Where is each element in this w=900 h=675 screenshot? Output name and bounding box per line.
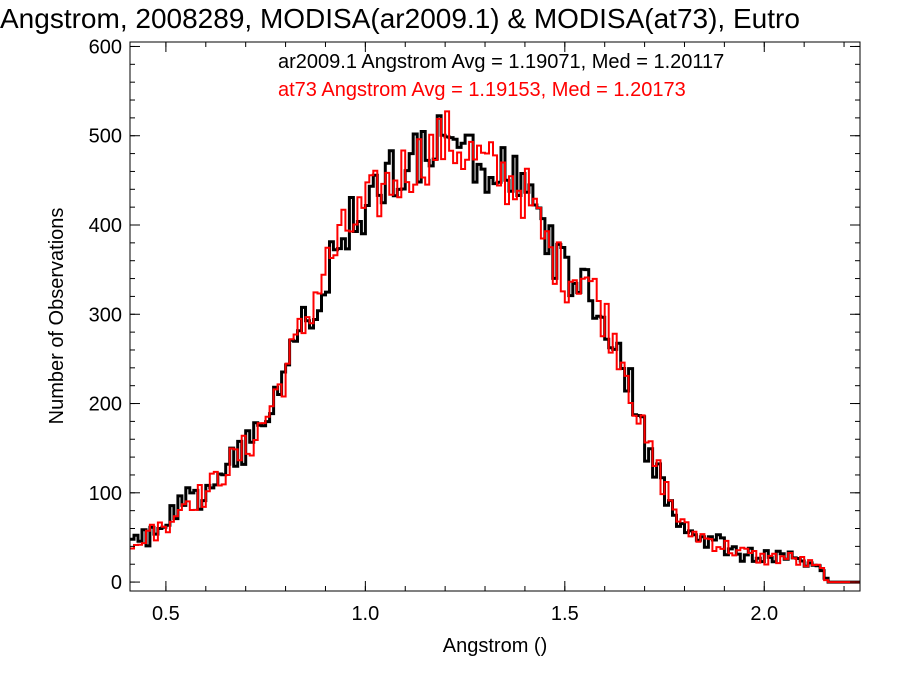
y-tick-label: 400 (89, 215, 122, 237)
x-tick-label: 1.0 (351, 603, 379, 625)
x-tick-label: 1.5 (551, 603, 579, 625)
plot-area (130, 110, 860, 584)
series-ar2009.1-line (130, 114, 860, 584)
x-tick-label: 0.5 (152, 603, 180, 625)
legend-entry-at73: at73 Angstrom Avg = 1.19153, Med = 1.201… (278, 79, 686, 101)
y-tick-label: 600 (89, 36, 122, 58)
y-tick-label: 200 (89, 394, 122, 416)
y-tick-label: 500 (89, 126, 122, 148)
plot-frame (129, 41, 861, 592)
series-at73-line (130, 110, 860, 584)
x-axis-label: Angstrom () (443, 635, 547, 657)
x-tick-label: 2.0 (750, 603, 778, 625)
chart-title: Angstrom, 2008289, MODISA(ar2009.1) & MO… (0, 3, 800, 34)
y-tick-label: 300 (89, 304, 122, 326)
y-tick-label: 100 (89, 483, 122, 505)
y-tick-label: 0 (111, 572, 122, 594)
axis-ticks: 0.5 1.0 1.5 2.0 0 100 200 300 400 500 600 (89, 36, 860, 625)
y-axis-label: Number of Observations (46, 208, 68, 425)
legend-entry-ar2009: ar2009.1 Angstrom Avg = 1.19071, Med = 1… (278, 51, 724, 73)
